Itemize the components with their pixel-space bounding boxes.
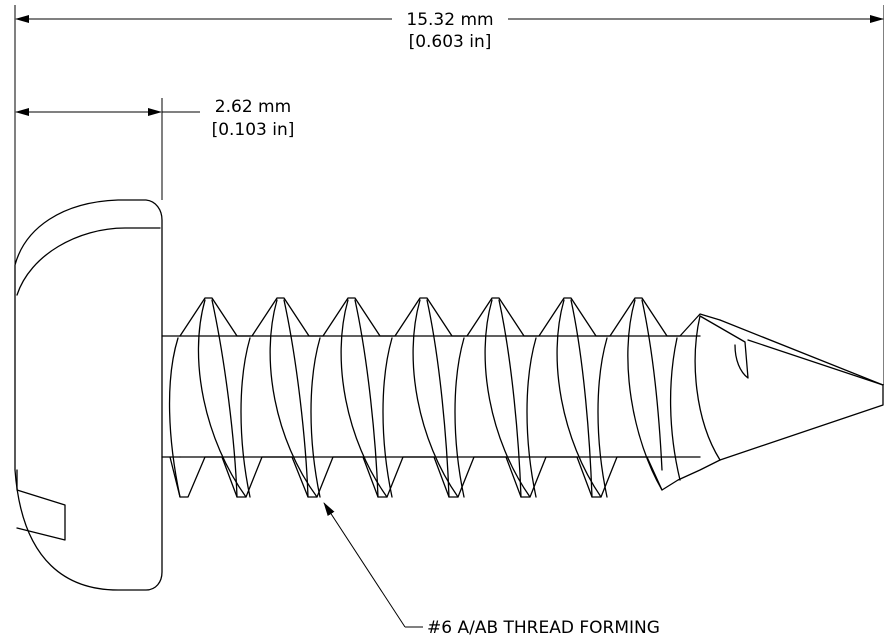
head-height-dimension: 2.62 mm [0.103 in] [15,97,295,200]
thread-helix-11 [412,299,459,498]
thread-helix-23 [694,315,721,461]
thread-callout-label: #6 A/AB THREAD FORMING [427,618,660,638]
callout-leader-diagonal [323,502,406,628]
thread-callout: #6 A/AB THREAD FORMING [323,502,660,638]
thread-helix-13 [454,337,465,498]
head-outline [14,199,163,591]
thread-helix-22 [669,337,681,481]
thread-helix-15 [498,299,522,498]
thread-helix-1 [168,337,181,498]
thread-helix-6 [283,299,309,498]
thread-helix-16 [526,337,537,498]
thread-helix-9 [354,299,379,498]
overall-length-metric: 15.32 mm [406,10,493,30]
overall-length-imperial: [0.603 in] [409,32,492,52]
thread-helix-10 [382,337,393,498]
thread-helix-4 [240,337,251,498]
thread-helix-7 [310,337,321,498]
thread-helix-8 [340,299,388,498]
thread-helix-20 [627,299,663,491]
thread-helix-5 [269,299,318,498]
thread-helix-17 [556,299,602,498]
thread-crest-top [179,297,721,337]
point-outline [719,319,884,461]
thread-helix-3 [211,299,238,498]
thread-helix-2 [197,299,247,498]
head-height-imperial: [0.103 in] [212,120,295,140]
point-flute [699,315,749,379]
screw-point [699,315,884,461]
head-height-metric: 2.62 mm [215,97,291,117]
overall-length-dimension: 15.32 mm [0.603 in] [14,5,884,385]
head-dome-line [16,227,161,296]
screw-head [14,199,163,591]
point-ridge [747,339,884,386]
thread-helix-18 [570,299,593,498]
screw-shank [161,335,701,458]
head-slot [16,469,66,541]
thread-helix-21 [641,299,663,471]
thread-helix-12 [426,299,450,498]
threads [168,297,721,498]
thread-helix-14 [484,299,531,498]
thread-crest-bottom [169,456,721,498]
thread-helix-19 [597,337,608,498]
